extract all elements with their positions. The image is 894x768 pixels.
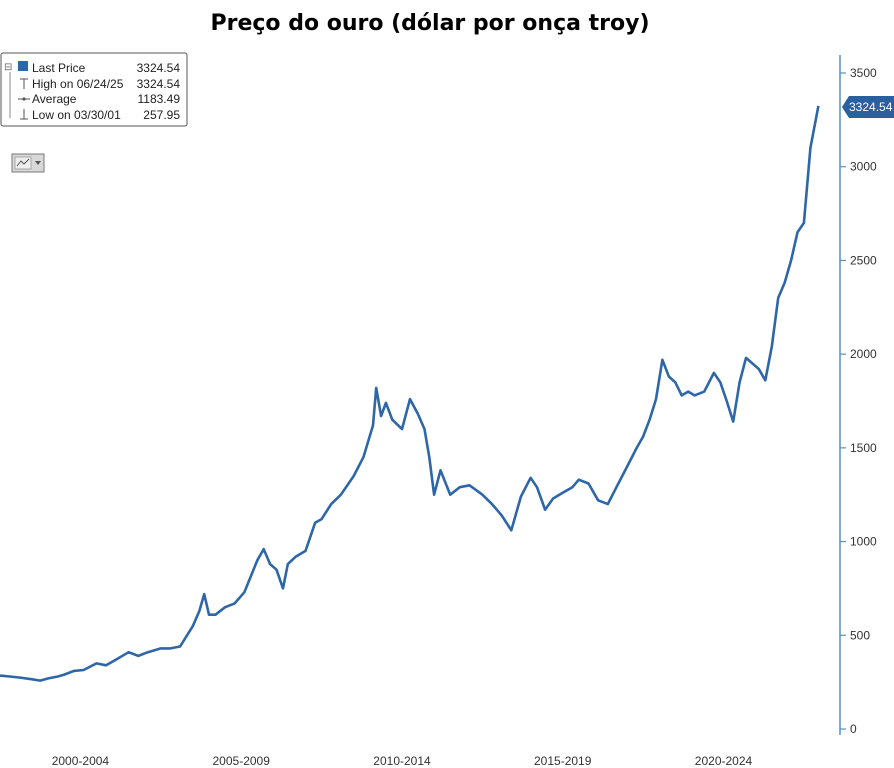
legend: ⊟ Last Price 3324.54 High on 06/24/25 33… [0, 52, 188, 127]
x-tick-label: 2020-2024 [695, 754, 753, 768]
x-tick-label: 2010-2014 [373, 754, 431, 768]
legend-label-last-price: Last Price [32, 61, 86, 75]
legend-box [0, 52, 188, 127]
line-chart-icon [14, 156, 32, 170]
legend-collapse-icon[interactable]: ⊟ [4, 62, 12, 73]
y-tick-label: 0 [850, 722, 857, 736]
y-tick-label: 1500 [850, 441, 877, 455]
y-tick-label: 2500 [850, 253, 877, 267]
y-tick-label: 3000 [850, 160, 877, 174]
plot-area [0, 105, 820, 682]
y-tick-label: 2000 [850, 347, 877, 361]
x-axis: 2000-2004 2005-2009 2010-2014 2015-2019 2020… [52, 754, 753, 768]
price-series-line [0, 105, 820, 682]
last-price-tag-label: 3324.54 [849, 100, 893, 114]
x-tick-label: 2015-2019 [534, 754, 592, 768]
average-marker-icon [18, 97, 30, 101]
legend-value-last-price: 3324.54 [137, 61, 181, 75]
x-tick-label: 2005-2009 [213, 754, 271, 768]
last-price-tag: 3324.54 [842, 96, 894, 118]
dropdown-arrow-icon [35, 161, 41, 165]
legend-label-average: Average [32, 92, 77, 106]
y-tick-label: 3500 [850, 66, 877, 80]
legend-label-low: Low on 03/30/01 [32, 108, 121, 122]
y-tick-label: 500 [850, 628, 870, 642]
last-price-square-icon [18, 61, 28, 71]
x-tick-label: 2000-2004 [52, 754, 110, 768]
legend-value-high: 3324.54 [137, 77, 181, 91]
chart-type-button[interactable] [11, 153, 45, 173]
y-tick-label: 1000 [850, 535, 877, 549]
chart-title: Preço do ouro (dólar por onça troy) [210, 11, 649, 36]
low-marker-icon [20, 109, 28, 120]
high-marker-icon [20, 78, 28, 89]
last-price-tag-shape [842, 96, 894, 118]
legend-value-average: 1183.49 [138, 92, 181, 106]
legend-value-low: 257.95 [143, 108, 180, 122]
y-axis: 0 500 1000 1500 2000 2500 3000 3500 [840, 66, 877, 736]
legend-label-high: High on 06/24/25 [32, 77, 124, 91]
